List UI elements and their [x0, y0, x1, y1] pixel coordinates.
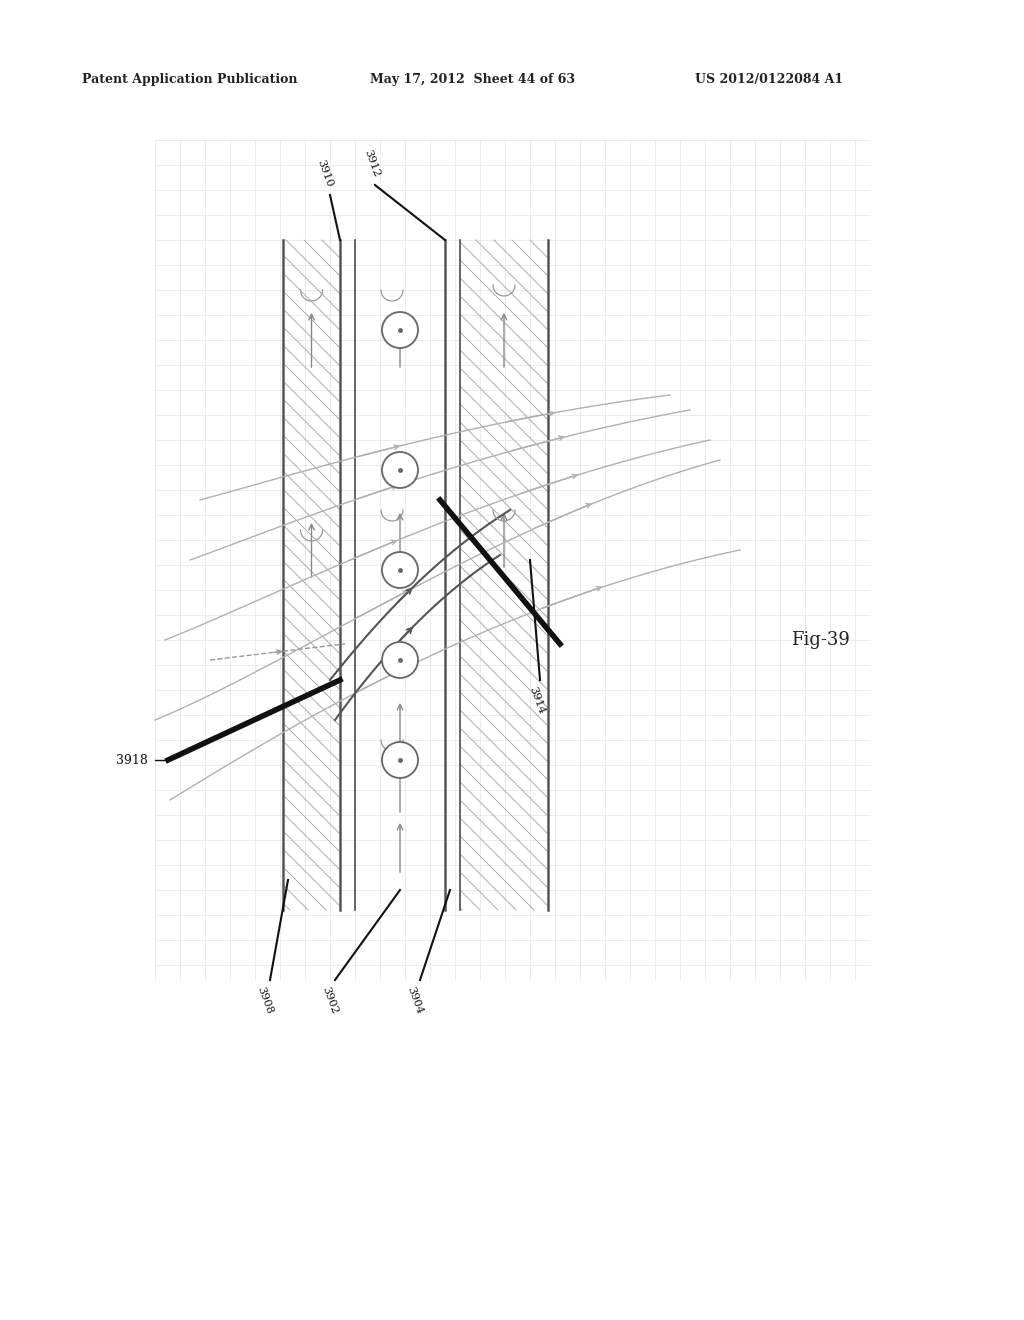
Circle shape	[382, 312, 418, 348]
Text: 3912: 3912	[362, 148, 382, 178]
Text: 3918: 3918	[116, 754, 148, 767]
Text: 3904: 3904	[406, 985, 425, 1015]
Text: Patent Application Publication: Patent Application Publication	[82, 73, 298, 86]
Text: 3914: 3914	[527, 685, 547, 715]
Circle shape	[382, 552, 418, 587]
Text: 3902: 3902	[321, 985, 340, 1015]
Circle shape	[382, 742, 418, 777]
Text: US 2012/0122084 A1: US 2012/0122084 A1	[695, 73, 843, 86]
Circle shape	[382, 451, 418, 488]
Text: 3908: 3908	[255, 985, 274, 1015]
Text: 3910: 3910	[315, 158, 335, 187]
Text: Fig-39: Fig-39	[791, 631, 850, 649]
Circle shape	[382, 642, 418, 678]
Text: May 17, 2012  Sheet 44 of 63: May 17, 2012 Sheet 44 of 63	[370, 73, 575, 86]
